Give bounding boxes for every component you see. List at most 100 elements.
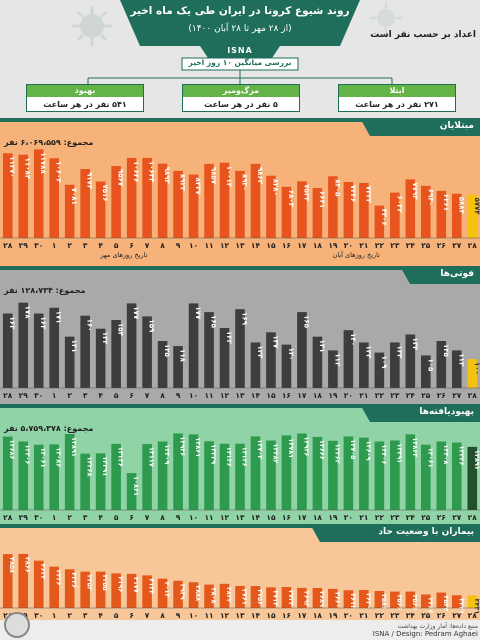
bar-value-label: ۷۵۴۳ bbox=[302, 184, 310, 202]
bar bbox=[374, 352, 385, 388]
bar-value-label: ۳۴۶۶ bbox=[426, 597, 434, 613]
bar-value-label: ۱۰۰۱۴ bbox=[225, 166, 233, 188]
x-tick-label: ۲۱ bbox=[359, 241, 368, 250]
bar-value-label: ۸۹۳۰ bbox=[241, 174, 249, 191]
bar-value-label: ۱۳۸۶۱ bbox=[194, 437, 202, 457]
x-tick-label: ۲۲ bbox=[375, 241, 385, 250]
bar-value-label: ۱۲۵ bbox=[442, 344, 450, 358]
bar-value-label: ۵۷۷۴ bbox=[473, 198, 480, 216]
x-tick-label: ۵ bbox=[114, 391, 119, 400]
bar bbox=[49, 158, 59, 238]
bar-value-label: ۸۴۳۷ bbox=[194, 178, 202, 196]
bar-value-label: ۳۶۲۰ bbox=[364, 593, 372, 609]
bar bbox=[281, 587, 292, 608]
x-tick-label: ۳۰ bbox=[34, 241, 43, 250]
bar bbox=[157, 578, 168, 608]
bar bbox=[173, 580, 183, 608]
bar-value-label: ۱۳۶۰۹ bbox=[364, 441, 372, 461]
bar bbox=[33, 560, 44, 608]
summary-card-title: ابتلا bbox=[339, 85, 455, 97]
x-tick-label: ۱۹ bbox=[328, 391, 338, 400]
bar-value-label: ۱۳۰۶۱ bbox=[426, 448, 434, 468]
units-note: اعداد بر حسب نفر است bbox=[370, 30, 476, 40]
x-tick-label: ۱۰ bbox=[189, 513, 198, 522]
bar bbox=[451, 442, 462, 510]
bar-value-label: ۱۳۷۰۵ bbox=[349, 439, 357, 459]
bar-value-label: ۱۱۷۸۸ bbox=[39, 152, 47, 174]
bar-value-label: ۱۷۷ bbox=[132, 306, 140, 320]
bar bbox=[142, 316, 152, 388]
bar-value-label: ۱۴۰ bbox=[349, 333, 357, 346]
bar bbox=[235, 309, 245, 388]
bar bbox=[95, 328, 106, 388]
bar-value-label: ۳۶۹۳ bbox=[302, 591, 310, 607]
bar bbox=[142, 443, 152, 510]
x-tick-label: ۱۹ bbox=[328, 241, 338, 250]
bar bbox=[142, 575, 152, 608]
x-tick-label: ۲۵ bbox=[421, 611, 431, 620]
bar bbox=[436, 441, 447, 510]
bar bbox=[188, 434, 199, 510]
x-tick-label: ۲۷ bbox=[452, 391, 462, 400]
bar-value-label: ۴۶۳۳ bbox=[39, 564, 47, 580]
bar bbox=[451, 595, 462, 608]
bar-value-label: ۶۶۴۱ bbox=[318, 191, 326, 208]
bar-value-label: ۱۳۶۸۶ bbox=[8, 440, 16, 460]
x-tick-label: ۶ bbox=[129, 241, 134, 250]
summary-connector bbox=[87, 57, 393, 84]
bar-value-label: ۱۳۳۲۹ bbox=[210, 444, 218, 464]
bar bbox=[467, 194, 478, 238]
bar bbox=[2, 153, 13, 238]
bar-value-label: ۱۱۸ bbox=[179, 349, 187, 363]
x-tick-label: ۹ bbox=[176, 391, 181, 400]
x-tick-label: ۲۲ bbox=[375, 611, 385, 620]
bar bbox=[266, 587, 276, 608]
x-tick-label: ۳ bbox=[83, 391, 88, 400]
bar bbox=[451, 350, 462, 388]
bar-value-label: ۹۸۹۳ bbox=[163, 167, 171, 185]
x-tick-label: ۳ bbox=[83, 241, 88, 250]
x-tick-label: ۲۷ bbox=[452, 513, 462, 522]
bar-value-label: ۱۳۱ bbox=[70, 340, 78, 353]
x-tick-label: ۱۳ bbox=[235, 513, 245, 522]
bar-value-label: ۶۹۳۰ bbox=[426, 189, 434, 206]
bar-value-label: ۷۰۸۱ bbox=[70, 188, 78, 205]
x-tick-label: ۲۲ bbox=[375, 391, 385, 400]
x-tick-label: ۲۵ bbox=[421, 513, 431, 522]
x-tick-label: ۲۶ bbox=[437, 513, 446, 522]
bar bbox=[343, 590, 354, 608]
section-title: فوتی‌ها bbox=[440, 269, 474, 279]
bar bbox=[421, 594, 431, 608]
bar bbox=[49, 566, 59, 608]
x-tick-label: ۵ bbox=[114, 241, 119, 250]
x-tick-label: ۱۶ bbox=[282, 611, 291, 620]
isna-logo: ISNA bbox=[227, 46, 253, 55]
summary-card-value: ۵ نفر در هر ساعت bbox=[204, 100, 278, 109]
bar bbox=[49, 444, 59, 510]
bar bbox=[188, 174, 199, 238]
x-tick-label: ۲۱ bbox=[359, 513, 368, 522]
x-tick-label: ۱۴ bbox=[251, 391, 261, 400]
bar bbox=[359, 342, 369, 388]
bar bbox=[126, 573, 137, 608]
x-tick-label: ۲۸ bbox=[468, 241, 478, 250]
x-tick-label: ۲۸ bbox=[3, 513, 13, 522]
bar bbox=[405, 334, 416, 388]
month-label-mehr: تاریخ روزهای مهر bbox=[99, 251, 147, 259]
x-tick-label: ۱۴ bbox=[251, 611, 261, 620]
x-tick-label: ۲۳ bbox=[390, 513, 400, 522]
bar bbox=[157, 341, 168, 388]
x-tick-label: ۲۵ bbox=[421, 241, 431, 250]
bar-value-label: ۳۵۶۶ bbox=[395, 595, 403, 611]
x-tick-label: ۲۰ bbox=[344, 513, 353, 522]
x-tick-label: ۲۷ bbox=[452, 611, 462, 620]
x-tick-label: ۱۲ bbox=[220, 513, 230, 522]
bar-value-label: ۴۱۹۶ bbox=[117, 576, 125, 592]
bar-value-label: ۳۶۶۰ bbox=[333, 592, 341, 608]
x-tick-label: ۲۸ bbox=[468, 391, 478, 400]
bar-value-label: ۳۷۶۱ bbox=[241, 589, 249, 605]
footer-credit: ISNA / Design: Pedram Aghaei bbox=[372, 630, 478, 638]
section-title-bar bbox=[0, 404, 480, 422]
bar-value-label: ۱۶۵ bbox=[210, 315, 218, 329]
bar-value-label: ۹۱۷۴ bbox=[86, 172, 94, 190]
